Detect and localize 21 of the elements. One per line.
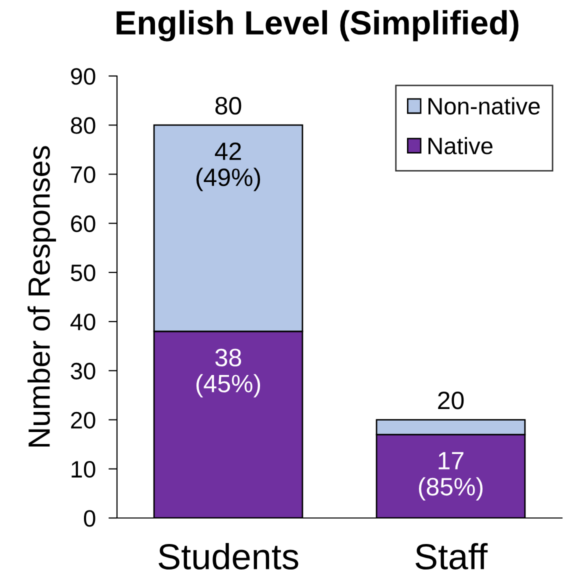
y-tick-label: 20	[71, 412, 96, 429]
chart-title: English Level (Simplified)	[116, 10, 518, 42]
x-tick-label: Students	[158, 543, 298, 570]
y-tick-label: 40	[70, 314, 96, 330]
y-tick-label: 70	[71, 166, 96, 184]
total-label: 80	[215, 96, 242, 115]
y-tick-label: 30	[70, 362, 96, 380]
x-tick-label: Staff	[416, 543, 488, 570]
data-label: 17 (85%)	[418, 452, 483, 500]
y-tick-label: 0	[84, 510, 96, 527]
legend-label: Non-native	[428, 97, 540, 115]
data-label: 38 (45%)	[196, 348, 260, 398]
y-tick-label: 50	[70, 264, 96, 282]
y-tick-label: 10	[72, 460, 96, 478]
y-tick-label: 90	[71, 68, 96, 85]
data-label: 42 (49%)	[196, 142, 260, 192]
y-tick-label: 80	[70, 117, 96, 134]
legend-label: Native	[428, 136, 492, 154]
total-label: 20	[438, 392, 464, 410]
y-axis-title: Number of Responses	[28, 146, 56, 446]
y-tick-label: 60	[71, 215, 96, 232]
